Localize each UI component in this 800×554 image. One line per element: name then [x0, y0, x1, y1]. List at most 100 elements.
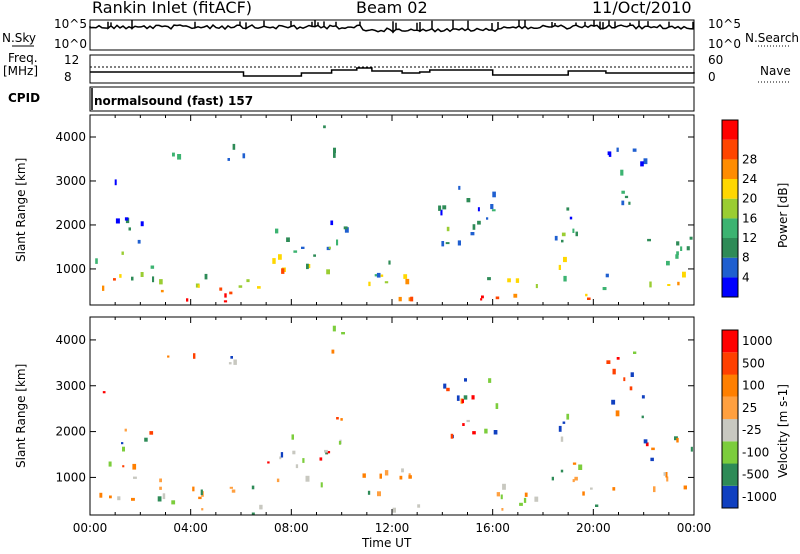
velocity-tick-label: -500: [742, 468, 769, 482]
velocity-cell: [341, 332, 345, 335]
power-cell: [172, 152, 175, 157]
velocity-tick-label: -1000: [742, 490, 777, 504]
power-cell: [336, 239, 339, 246]
velocity-colorbar: 1000 500 100 25 -25 -100 -500 -1000: [721, 329, 777, 509]
freq-unit-label: [MHz]: [3, 64, 39, 78]
velocity-cell: [623, 377, 626, 382]
velocity-tick-label: 1000: [742, 334, 773, 348]
power-cell: [306, 263, 309, 270]
velocity-cell: [267, 461, 270, 464]
power-cell: [675, 254, 679, 259]
power-heatmap: [95, 125, 693, 303]
velocity-cell: [99, 492, 103, 498]
velocity-cell: [399, 475, 403, 480]
velocity-cell: [615, 410, 620, 417]
power-cell: [124, 217, 129, 221]
velocity-cell: [392, 507, 396, 513]
power-cell: [384, 281, 389, 284]
velocity-cell: [332, 325, 336, 332]
power-cell: [605, 273, 609, 278]
power-cell: [102, 285, 105, 291]
velocity-swatch: [722, 485, 738, 509]
power-cell: [440, 209, 443, 216]
power-cell: [587, 297, 591, 300]
power-cell: [301, 246, 305, 249]
power-cell: [677, 281, 680, 286]
power-cell: [492, 191, 496, 198]
velocity-cell: [665, 472, 668, 478]
nsearch-tick-bottom: 10^0: [708, 37, 741, 51]
power-frame: [721, 119, 739, 298]
power-cell: [330, 220, 334, 226]
velocity-cell: [233, 359, 237, 365]
power-cell: [513, 293, 518, 298]
velocity-cell: [633, 351, 637, 354]
power-cell: [204, 273, 208, 280]
power-cell: [607, 151, 611, 156]
velocity-cell: [495, 403, 499, 409]
power-cell: [569, 216, 573, 220]
velocity-cell: [331, 349, 335, 354]
velocity-cell: [280, 452, 284, 458]
power-cell: [328, 246, 331, 250]
velocity-cell: [379, 473, 382, 479]
velocity-cell: [650, 457, 654, 462]
power-cell: [388, 260, 391, 265]
velocity-cell: [320, 482, 323, 488]
power-colorbar: 4 8 12 16 20 24 28: [721, 119, 757, 298]
velocity-cell: [201, 508, 204, 511]
velocity-swatch: [722, 352, 738, 375]
velocity-cell: [463, 395, 468, 400]
power-cell: [128, 227, 131, 231]
velocity-cell: [292, 450, 296, 455]
power-cell: [238, 285, 243, 288]
power-cell: [380, 274, 384, 277]
power-cell: [438, 205, 442, 211]
status-panels: [12, 19, 790, 112]
velocity-cell: [291, 434, 294, 440]
power-swatch: [722, 277, 738, 297]
velocity-cell: [653, 486, 656, 493]
velocity-cell: [305, 475, 310, 482]
velocity-swatch: [722, 419, 738, 442]
velocity-cell: [464, 378, 467, 382]
y-tick-label: 2000: [55, 425, 86, 439]
power-swatch: [722, 218, 738, 238]
velocity-cell: [562, 421, 566, 424]
velocity-tick-label: 100: [742, 379, 765, 393]
power-cell: [491, 209, 496, 212]
nsky-panel-frame: [89, 19, 695, 51]
velocity-cell: [102, 391, 106, 394]
power-cell: [640, 161, 644, 167]
power-cell: [575, 231, 578, 237]
power-cell: [535, 284, 538, 289]
power-cell: [676, 241, 680, 246]
velocity-cell: [401, 468, 404, 473]
power-cell: [229, 291, 233, 295]
power-cell: [446, 226, 450, 232]
freq-panel-frame: [89, 54, 695, 84]
power-cell: [398, 296, 402, 302]
y-tick-label: 3000: [55, 379, 86, 393]
cpid-label: CPID: [8, 91, 41, 105]
velocity-cell: [144, 437, 148, 442]
velocity-ylabel: Slant Range [km]: [14, 363, 28, 468]
power-tick-label: 28: [742, 152, 757, 166]
velocity-cell: [229, 486, 233, 489]
nsky-label: N.Sky: [2, 31, 37, 45]
power-cell: [152, 276, 155, 283]
power-cell: [647, 238, 651, 242]
y-tick-label: 3000: [55, 174, 86, 188]
velocity-cell: [612, 368, 616, 375]
velocity-cell: [572, 479, 575, 483]
power-cell: [114, 179, 117, 186]
velocity-cell: [676, 437, 679, 443]
power-cell: [445, 242, 450, 245]
velocity-cell: [133, 476, 137, 479]
velocity-cell: [295, 464, 299, 469]
velocity-cell: [560, 469, 564, 473]
power-cell: [686, 246, 690, 251]
power-swatch: [722, 179, 738, 199]
power-cell: [602, 287, 607, 291]
